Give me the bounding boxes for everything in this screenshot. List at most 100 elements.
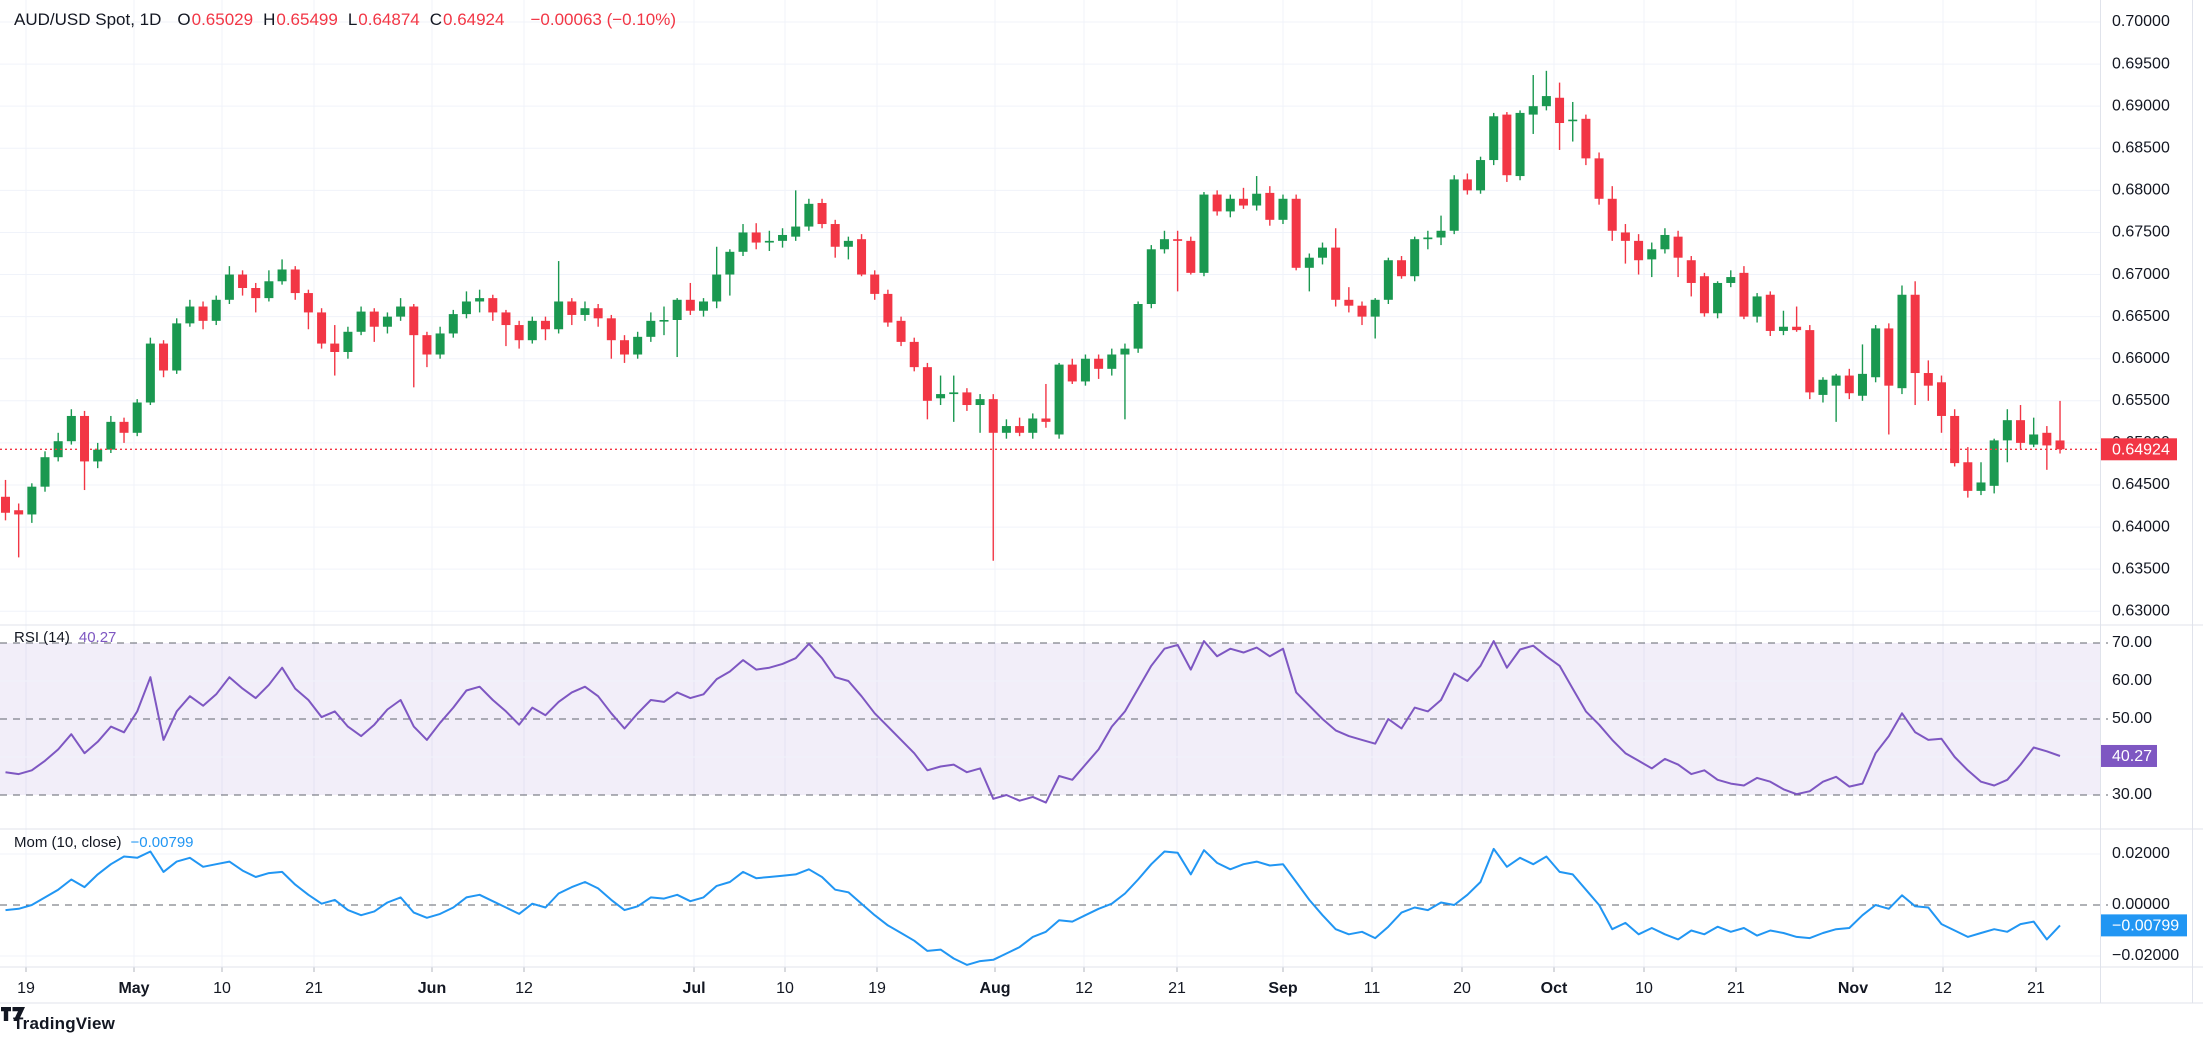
- candle: [172, 318, 182, 374]
- candle: [1423, 230, 1433, 250]
- candle: [857, 234, 867, 277]
- candle: [1910, 281, 1920, 406]
- candle: [791, 190, 801, 241]
- candle: [66, 409, 76, 445]
- candle: [1581, 114, 1591, 166]
- candle: [1278, 194, 1288, 225]
- candle: [751, 223, 761, 250]
- rsi-pane: [0, 642, 2108, 796]
- candle: [1752, 293, 1762, 323]
- candle: [1120, 343, 1130, 420]
- ohlc-pair: C 0.64924: [429, 10, 505, 29]
- candle: [619, 335, 629, 363]
- candle: [764, 230, 774, 251]
- candle: [1133, 301, 1143, 353]
- price-tick-label: 0.66000: [2112, 350, 2170, 367]
- candle: [1028, 413, 1038, 439]
- price-scale[interactable]: 0.70000 0.69500 0.69000 0.68500 0.68000 0.675…: [2112, 13, 2170, 619]
- price-tick-label: 0.68000: [2112, 182, 2170, 199]
- candle: [949, 375, 959, 422]
- candle: [1238, 187, 1248, 209]
- candle: [1265, 186, 1275, 226]
- candle: [896, 316, 906, 347]
- candle: [1462, 173, 1472, 195]
- time-tick-label: 19: [868, 980, 886, 997]
- time-tick-label: Jun: [418, 980, 446, 997]
- candle: [527, 316, 537, 344]
- candle: [1541, 70, 1551, 111]
- candle: [1173, 230, 1183, 292]
- candle: [145, 337, 155, 406]
- candle: [514, 320, 524, 349]
- candle: [1963, 447, 1973, 498]
- rsi-legend: RSI (14) 40.27: [14, 629, 116, 646]
- candle: [382, 312, 392, 334]
- rsi-line: [5, 640, 2061, 804]
- momentum-tick-label: 0.02000: [2112, 845, 2170, 862]
- candle: [1897, 285, 1907, 395]
- candle: [1936, 375, 1946, 433]
- candle: [1370, 298, 1380, 339]
- ohlc-values: O 0.65029 H 0.65499 L 0.64874 C 0.64924: [177, 10, 514, 30]
- candle: [448, 309, 458, 338]
- candle: [159, 340, 169, 378]
- candle: [422, 331, 432, 368]
- candle: [1673, 230, 1683, 278]
- candle: [343, 326, 353, 359]
- price-tick-label: 0.68500: [2112, 139, 2170, 156]
- time-tick-label: 21: [1168, 980, 1186, 997]
- candle: [1594, 152, 1604, 205]
- candle: [554, 261, 564, 334]
- candle: [1528, 75, 1538, 134]
- candle: [1884, 323, 1894, 435]
- candle: [646, 312, 656, 342]
- momentum-scale[interactable]: 0.02000 0.00000 −0.02000: [2112, 845, 2179, 964]
- price-tick-label: 0.64000: [2112, 518, 2170, 535]
- candle: [409, 304, 419, 388]
- candle: [1054, 362, 1064, 439]
- candle: [501, 309, 511, 347]
- symbol-legend: AUD/USD Spot, 1D O 0.65029 H 0.65499 L 0.6487…: [14, 10, 676, 30]
- change-value: −0.00063 (−0.10%): [530, 10, 677, 29]
- momentum-title[interactable]: Mom (10, close): [14, 834, 122, 851]
- rsi-title[interactable]: RSI (14): [14, 629, 70, 646]
- time-axis[interactable]: 19 May 10 21 Jun 12 Jul 10 19 Aug 12 21 Sep 11 20 Oct 10…: [17, 967, 2045, 997]
- candle: [1476, 156, 1486, 194]
- candle: [27, 483, 37, 523]
- rsi-scale[interactable]: 70.00 60.00 50.00 30.00: [2112, 634, 2152, 803]
- candle: [1344, 287, 1354, 313]
- candle: [1436, 215, 1446, 246]
- candle: [804, 198, 814, 231]
- ohlc-pair: L 0.64874: [347, 10, 420, 29]
- brand-name[interactable]: TradingView: [13, 1013, 116, 1033]
- candle: [1778, 310, 1788, 336]
- rsi-value-badge: 40.27: [2101, 744, 2157, 767]
- candle: [1067, 358, 1077, 384]
- price-tick-label: 0.69000: [2112, 97, 2170, 114]
- candle: [1950, 409, 1960, 467]
- candle: [540, 316, 550, 341]
- time-tick-label: 11: [1364, 980, 1381, 997]
- candle: [1857, 344, 1867, 401]
- ohlc-pair: H 0.65499: [263, 10, 338, 29]
- candle: [277, 259, 287, 285]
- candle: [778, 228, 788, 248]
- candle: [1871, 325, 1881, 383]
- candle: [988, 394, 998, 561]
- candle: [1647, 242, 1657, 278]
- time-tick-label: Sep: [1268, 980, 1298, 997]
- symbol-title[interactable]: AUD/USD Spot, 1D: [14, 10, 162, 29]
- time-tick-label: 10: [213, 980, 231, 997]
- candle: [369, 308, 379, 342]
- candle: [593, 304, 603, 327]
- candle: [1001, 419, 1011, 439]
- candle: [40, 451, 50, 492]
- candle: [1620, 224, 1630, 264]
- tradingview-logo-icon[interactable]: [0, 1004, 26, 1024]
- candle: [1502, 112, 1512, 182]
- candle: [633, 331, 643, 359]
- candle: [1805, 325, 1815, 400]
- candle: [1015, 417, 1025, 437]
